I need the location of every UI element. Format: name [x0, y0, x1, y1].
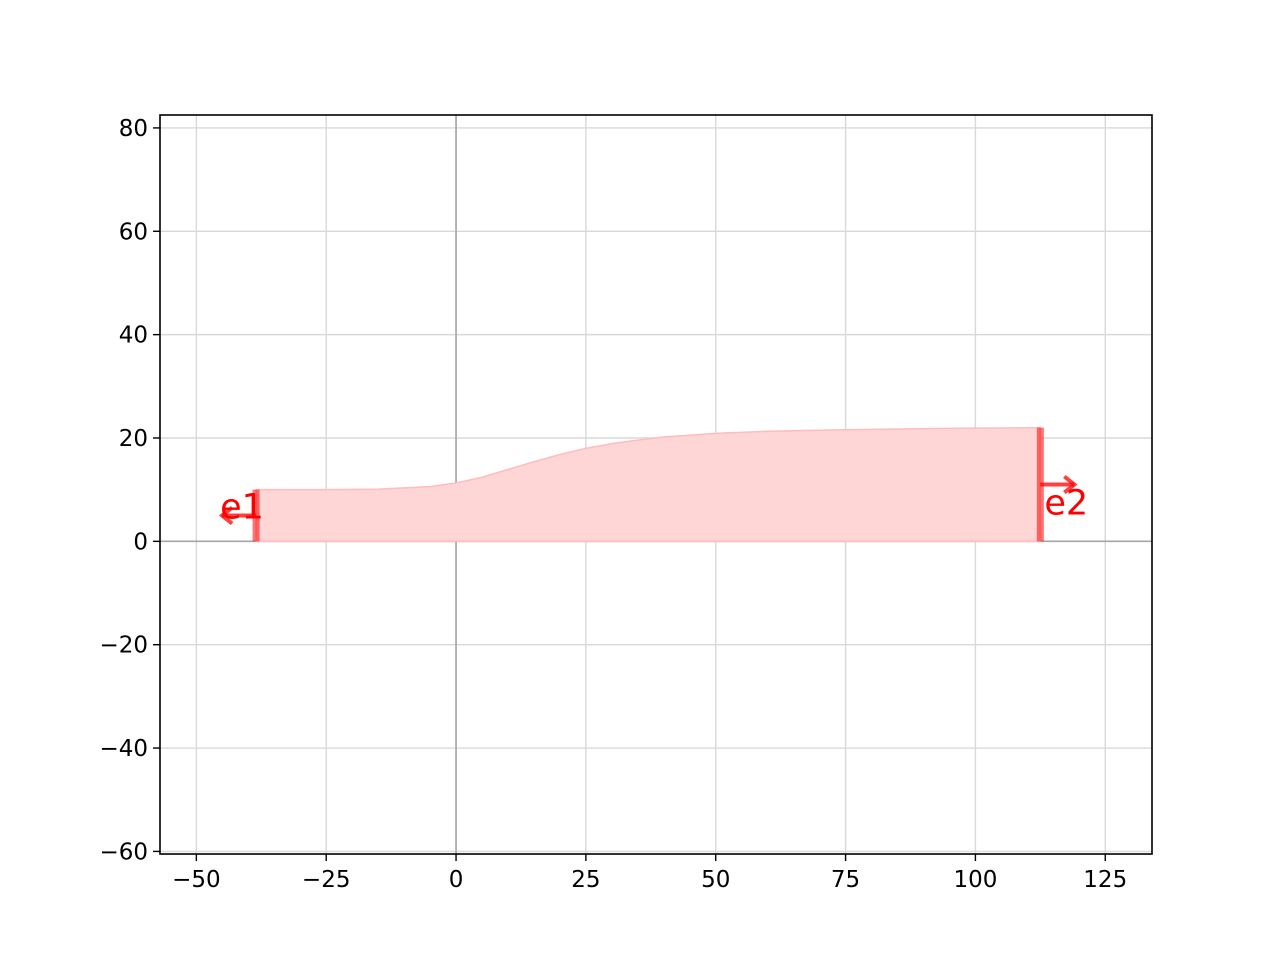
data-area — [255, 426, 1042, 543]
y-tick-label: 0 — [133, 529, 148, 555]
y-tick-label: −60 — [99, 839, 148, 865]
x-tick-label: 50 — [701, 867, 730, 893]
x-tick-label: 75 — [831, 867, 860, 893]
port-e2-arrow — [1040, 474, 1078, 495]
x-axis-ticks: −50 −25 0 25 50 75 100 125 — [172, 854, 1127, 893]
plot-frame — [159, 114, 1153, 855]
y-tick-label: 80 — [119, 116, 148, 142]
ports: e1 e2 — [218, 427, 1088, 542]
x-tick-label: 100 — [953, 867, 997, 893]
x-tick-label: 125 — [1083, 867, 1127, 893]
port-e1-label: e1 — [220, 488, 264, 528]
x-tick-label: −50 — [172, 867, 221, 893]
y-tick-label: 40 — [119, 323, 148, 349]
y-tick-label: −20 — [99, 633, 148, 659]
x-tick-label: 25 — [571, 867, 600, 893]
y-axis-ticks: −60 −40 −20 0 20 40 60 80 — [99, 116, 160, 865]
port-e1-arrow — [218, 505, 257, 526]
port-e2-label: e2 — [1044, 484, 1088, 524]
area-polygon — [255, 426, 1042, 543]
x-tick-label: 0 — [449, 867, 464, 893]
y-tick-label: −40 — [99, 736, 148, 762]
y-tick-label: 20 — [119, 426, 148, 452]
x-tick-label: −25 — [302, 867, 351, 893]
y-tick-label: 60 — [119, 219, 148, 245]
